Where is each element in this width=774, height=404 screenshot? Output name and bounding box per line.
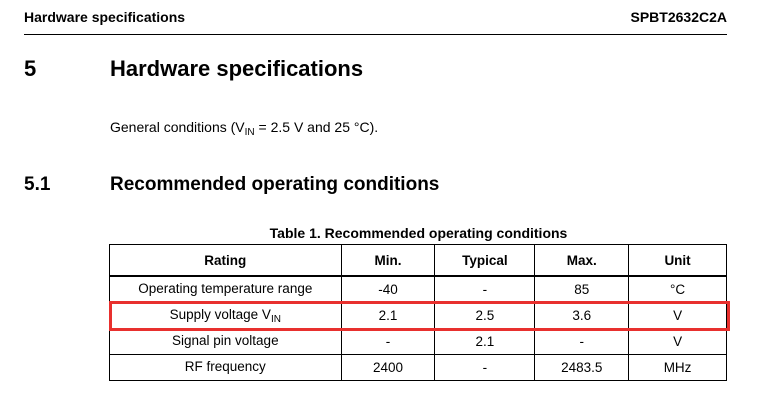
max-cell: 85 — [534, 275, 630, 303]
table-caption: Table 1. Recommended operating condition… — [269, 225, 568, 241]
rating-cell: RF frequency — [109, 354, 342, 381]
max-cell: 2483.5 — [534, 354, 630, 381]
min-cell: -40 — [340, 275, 436, 303]
general-conditions-text: General conditions (VIN = 2.5 V and 25 °… — [110, 119, 378, 138]
section-heading: 5 Hardware specifications — [24, 56, 363, 82]
row-highlight-box — [109, 301, 730, 331]
min-cell: - — [340, 328, 436, 355]
subsection-heading: 5.1 Recommended operating conditions — [24, 174, 439, 196]
page-header: Hardware specifications SPBT2632C2A — [24, 9, 727, 25]
conditions-prefix: General conditions (V — [110, 119, 245, 135]
table-row: Operating temperature range -40 - 85 °C — [109, 275, 727, 303]
subsection-number: 5.1 — [24, 174, 51, 195]
unit-cell: V — [628, 328, 727, 355]
rating-cell: Operating temperature range — [109, 275, 342, 303]
min-cell: 2400 — [340, 354, 436, 381]
typical-cell: 2.1 — [434, 328, 536, 355]
unit-cell: MHz — [628, 354, 727, 381]
table-header-row: Rating Min. Typical Max. Unit — [109, 244, 727, 277]
unit-cell: °C — [628, 275, 727, 303]
conditions-subscript: IN — [244, 127, 255, 138]
subsection-title: Recommended operating conditions — [110, 174, 440, 195]
typical-cell: - — [434, 354, 536, 381]
header-title: Hardware specifications — [24, 9, 186, 25]
column-header-unit: Unit — [628, 244, 727, 277]
max-cell: - — [534, 328, 630, 355]
section-number: 5 — [24, 56, 37, 81]
rating-cell: Signal pin voltage — [109, 328, 342, 355]
column-header-typical: Typical — [434, 244, 536, 277]
header-divider — [24, 34, 727, 35]
table-row: RF frequency 2400 - 2483.5 MHz — [109, 354, 727, 381]
column-header-rating: Rating — [109, 244, 342, 277]
column-header-min: Min. — [340, 244, 436, 277]
typical-cell: - — [434, 275, 536, 303]
header-part-number: SPBT2632C2A — [630, 9, 728, 25]
column-header-max: Max. — [534, 244, 630, 277]
max-cell: 3.6 — [534, 302, 630, 329]
operating-conditions-table: Rating Min. Typical Max. Unit Operating … — [109, 244, 727, 381]
section-title: Hardware specifications — [110, 56, 364, 81]
table-row: Signal pin voltage - 2.1 - V — [109, 328, 727, 355]
conditions-suffix: = 2.5 V and 25 °C). — [254, 119, 379, 135]
